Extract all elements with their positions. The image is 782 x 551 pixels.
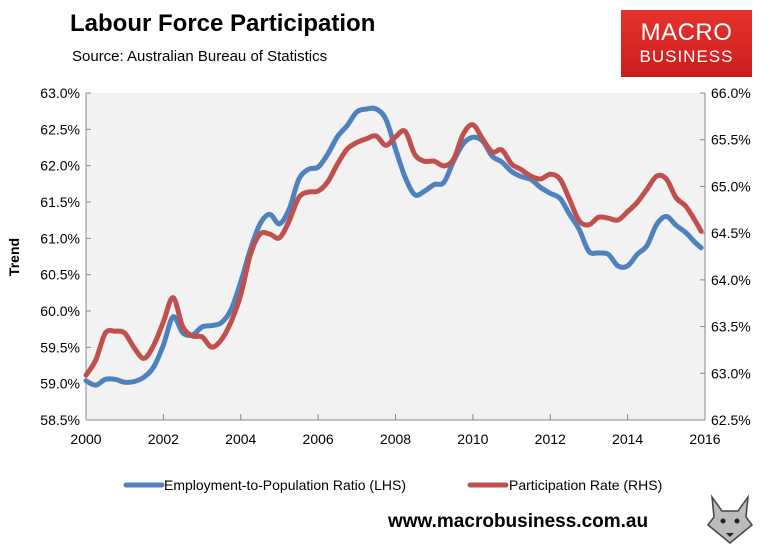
chart-source: Source: Australian Bureau of Statistics xyxy=(72,48,328,65)
left-y-tick-label: 60.5% xyxy=(40,267,80,283)
left-y-tick-label: 59.5% xyxy=(40,339,80,355)
macrobusiness-logo: MACRO BUSINESS xyxy=(621,10,752,77)
x-tick-label: 2014 xyxy=(612,431,643,447)
x-tick-label: 2000 xyxy=(70,431,101,447)
legend-label-employment: Employment-to-Population Ratio (LHS) xyxy=(164,477,406,493)
legend-label-participation: Participation Rate (RHS) xyxy=(509,477,662,493)
x-tick-label: 2008 xyxy=(380,431,411,447)
left-y-tick-label: 58.5% xyxy=(40,412,80,428)
right-y-tick-label: 62.5% xyxy=(711,412,751,428)
right-y-tick-label: 64.5% xyxy=(711,225,751,241)
logo-line2: BUSINESS xyxy=(639,47,734,66)
logo-line1: MACRO xyxy=(640,19,733,46)
right-y-tick-label: 65.5% xyxy=(711,132,751,148)
left-y-tick-label: 61.5% xyxy=(40,194,80,210)
right-y-tick-label: 63.0% xyxy=(711,365,751,381)
legend: Employment-to-Population Ratio (LHS) Par… xyxy=(123,477,662,493)
x-tick-label: 2016 xyxy=(689,431,720,447)
chart-title: Labour Force Participation xyxy=(70,10,376,37)
x-tick-label: 2002 xyxy=(148,431,179,447)
left-y-tick-label: 62.0% xyxy=(40,158,80,174)
right-y-tick-label: 66.0% xyxy=(711,85,751,101)
y-axis-label: Trend xyxy=(6,238,22,276)
right-y-tick-label: 63.5% xyxy=(711,319,751,335)
left-y-tick-label: 61.0% xyxy=(40,230,80,246)
right-y-tick-label: 65.0% xyxy=(711,178,751,194)
left-y-tick-label: 60.0% xyxy=(40,303,80,319)
left-y-tick-label: 63.0% xyxy=(40,85,80,101)
fox-illustration-icon xyxy=(702,491,758,547)
x-tick-label: 2012 xyxy=(535,431,566,447)
left-y-tick-label: 59.0% xyxy=(40,376,80,392)
x-tick-label: 2010 xyxy=(457,431,488,447)
x-tick-label: 2006 xyxy=(303,431,334,447)
right-y-tick-label: 64.0% xyxy=(711,272,751,288)
x-tick-label: 2004 xyxy=(225,431,256,447)
left-y-tick-label: 62.5% xyxy=(40,121,80,137)
website-url: www.macrobusiness.com.au xyxy=(388,511,649,532)
